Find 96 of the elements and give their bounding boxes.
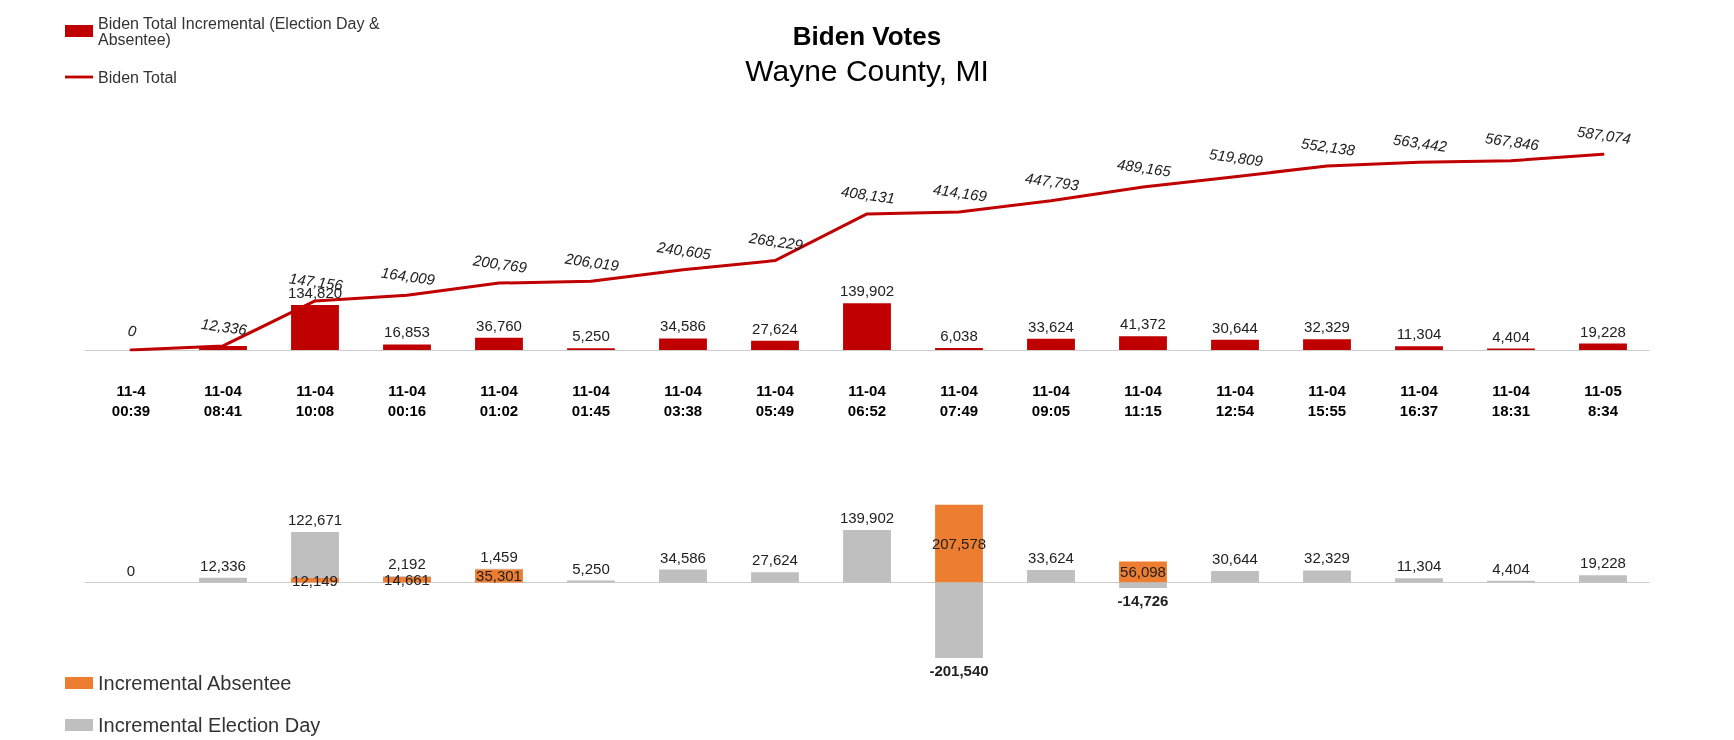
bar <box>1211 571 1259 583</box>
bar <box>1303 570 1351 583</box>
data-label: 33,624 <box>1028 548 1074 566</box>
data-label: 414,169 <box>932 180 989 205</box>
bar <box>1395 578 1443 583</box>
data-label: 489,165 <box>1116 155 1173 180</box>
x-tick-label: 11-05 8:34 <box>1584 381 1622 419</box>
legend-label: Biden Total Incremental (Election Day & Absentee) <box>98 14 385 48</box>
data-label: 2,192 <box>388 555 426 573</box>
data-label: 11,304 <box>1396 325 1442 343</box>
data-label: 519,809 <box>1208 145 1265 170</box>
data-label: 587,074 <box>1576 122 1633 148</box>
x-tick-label: 11-04 05:49 <box>755 381 795 419</box>
data-label: 408,131 <box>840 182 897 207</box>
data-label: 12,336 <box>200 314 249 339</box>
data-label: 30,644 <box>1212 550 1258 568</box>
data-label: 563,442 <box>1392 130 1449 156</box>
data-label: 41,372 <box>1120 315 1166 333</box>
data-label: 200,769 <box>471 251 529 276</box>
bar <box>291 531 339 578</box>
x-tick-label: 11-04 15:55 <box>1307 381 1347 419</box>
data-label: 1,459 <box>480 547 518 565</box>
data-label: 206,019 <box>563 249 621 275</box>
x-tick-label: 11-04 12:54 <box>1215 381 1255 419</box>
data-label: 4,404 <box>1492 559 1530 577</box>
data-label: 5,250 <box>572 327 610 345</box>
x-tick-label: 11-4 00:39 <box>111 381 151 419</box>
bar <box>383 344 431 350</box>
bar <box>843 303 891 350</box>
data-label: 32,329 <box>1304 549 1350 567</box>
data-label: 27,624 <box>752 319 798 337</box>
bar <box>659 338 707 350</box>
x-tick-label: 11-04 03:38 <box>663 381 703 419</box>
data-label: 34,586 <box>660 548 706 566</box>
data-label: 32,329 <box>1304 318 1350 336</box>
bar <box>1027 338 1075 350</box>
data-label: 122,671 <box>287 510 343 528</box>
data-label: 36,760 <box>476 316 522 334</box>
bar <box>1211 339 1259 350</box>
bar <box>475 337 523 350</box>
data-label: -14,726 <box>1117 592 1169 610</box>
x-tick-label: 11-04 11:15 <box>1124 381 1163 419</box>
x-tick-label: 11-04 00:16 <box>387 381 427 419</box>
x-tick-label: 11-04 18:31 <box>1491 381 1531 419</box>
data-label: 567,846 <box>1484 129 1541 154</box>
legend-label: Biden Total <box>98 68 177 86</box>
bar <box>751 340 799 350</box>
data-label: 30,644 <box>1212 318 1258 336</box>
data-label: 11,304 <box>1396 557 1442 575</box>
bar <box>199 577 247 583</box>
data-label: 240,605 <box>655 238 713 263</box>
data-label: 19,228 <box>1580 322 1626 340</box>
bar <box>1119 582 1167 589</box>
bar <box>1119 336 1167 350</box>
x-tick-label: 11-04 07:49 <box>939 381 979 419</box>
x-tick-label: 11-04 06:52 <box>847 381 887 419</box>
data-label: 12,336 <box>200 556 246 574</box>
x-tick-label: 11-04 09:05 <box>1031 381 1071 419</box>
data-label: 35,301 <box>476 567 522 585</box>
data-label: 33,624 <box>1028 317 1074 335</box>
x-tick-label: 11-04 10:08 <box>295 381 335 419</box>
bar <box>1395 346 1443 350</box>
bar <box>659 569 707 583</box>
x-tick-label: 11-04 16:37 <box>1399 381 1439 419</box>
bar <box>935 347 983 350</box>
data-label: 16,853 <box>384 323 430 341</box>
data-label: -201,540 <box>929 662 989 680</box>
data-label: 4,404 <box>1492 327 1530 345</box>
x-tick-label: 11-04 01:02 <box>479 381 519 419</box>
legend-label: Incremental Absentee <box>98 672 292 694</box>
data-label: 0 <box>126 321 139 340</box>
legend-label: Incremental Election Day <box>98 714 321 736</box>
bar <box>1579 575 1627 583</box>
bar <box>1579 343 1627 350</box>
data-label: 6,038 <box>940 326 978 344</box>
bar <box>843 530 891 583</box>
bar <box>1027 569 1075 583</box>
data-label: 34,586 <box>660 317 706 335</box>
data-label: 447,793 <box>1024 169 1081 194</box>
bar <box>1303 339 1351 350</box>
data-label: 139,902 <box>839 282 895 300</box>
data-label: 0 <box>126 561 136 579</box>
data-label: 552,138 <box>1300 134 1357 159</box>
data-label: 164,009 <box>380 263 437 289</box>
data-label: 56,098 <box>1120 563 1166 581</box>
bar <box>935 582 983 659</box>
data-label: 19,228 <box>1580 554 1626 572</box>
data-label: 27,624 <box>752 551 798 569</box>
data-label: 5,250 <box>572 559 610 577</box>
data-label: 139,902 <box>839 509 895 527</box>
x-tick-label: 11-04 08:41 <box>203 381 243 419</box>
x-tick-label: 11-04 01:45 <box>571 381 611 419</box>
chart-title: Biden Votes <box>792 21 942 51</box>
chart-subtitle: Wayne County, MI <box>745 53 989 87</box>
data-label: 268,229 <box>747 228 805 254</box>
bar <box>751 572 799 583</box>
